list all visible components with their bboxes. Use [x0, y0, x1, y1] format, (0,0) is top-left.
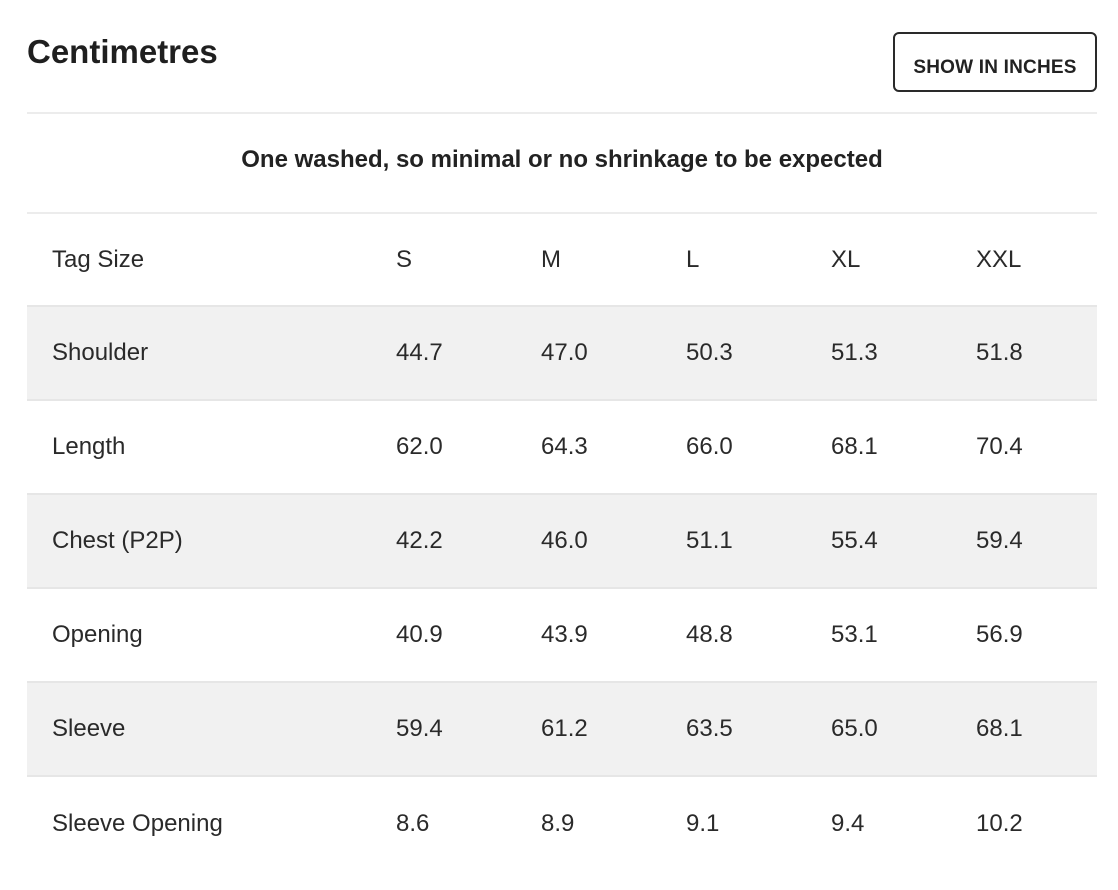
table-row-opening: Opening 40.9 43.9 48.8 53.1 56.9	[27, 588, 1097, 682]
cell-value: 8.9	[541, 809, 575, 837]
cell-value: 53.1	[831, 621, 878, 648]
size-chart-table: Tag Size S M L XL XXL Shoulder 44.7 47.0…	[27, 214, 1097, 870]
cell-value: 40.9	[396, 621, 443, 648]
cell-value: 63.5	[686, 715, 733, 742]
cell-value: 61.2	[541, 715, 588, 742]
cell-value: 44.7	[396, 339, 443, 366]
size-chart-header: Centimetres SHOW IN INCHES	[27, 0, 1097, 114]
column-header-xxl: XXL	[976, 245, 1022, 273]
cell-value: 43.9	[541, 621, 588, 648]
cell-value: 47.0	[541, 339, 588, 366]
cell-value: 65.0	[831, 715, 878, 742]
cell-value: 68.1	[831, 433, 878, 460]
cell-value: 64.3	[541, 433, 588, 460]
cell-value: 42.2	[396, 527, 443, 554]
cell-value: 51.8	[976, 339, 1023, 366]
table-row-chest: Chest (P2P) 42.2 46.0 51.1 55.4 59.4	[27, 494, 1097, 588]
column-header-xl: XL	[831, 245, 861, 273]
column-header-m: M	[541, 245, 561, 273]
cell-value: 55.4	[831, 527, 878, 554]
table-row-sleeve: Sleeve 59.4 61.2 63.5 65.0 68.1	[27, 682, 1097, 776]
cell-value: 62.0	[396, 433, 443, 460]
row-label: Chest (P2P)	[52, 527, 183, 554]
table-header-row: Tag Size S M L XL XXL	[27, 214, 1097, 306]
cell-value: 70.4	[976, 433, 1023, 460]
cell-value: 10.2	[976, 809, 1023, 837]
column-header-tag-size: Tag Size	[52, 245, 145, 273]
cell-value: 66.0	[686, 433, 733, 460]
cell-value: 59.4	[396, 715, 443, 742]
show-in-inches-button[interactable]: SHOW IN INCHES	[893, 32, 1097, 92]
row-label: Length	[52, 433, 126, 460]
cell-value: 51.3	[831, 339, 878, 366]
cell-value: 50.3	[686, 339, 733, 366]
column-header-s: S	[396, 245, 413, 273]
cell-value: 46.0	[541, 527, 588, 554]
table-row-shoulder: Shoulder 44.7 47.0 50.3 51.3 51.8	[27, 306, 1097, 400]
shrinkage-notice: One washed, so minimal or no shrinkage t…	[27, 114, 1097, 214]
row-label: Sleeve	[52, 715, 126, 742]
cell-value: 56.9	[976, 621, 1023, 648]
row-label: Opening	[52, 621, 143, 648]
cell-value: 8.6	[396, 809, 430, 837]
row-label: Sleeve Opening	[52, 809, 223, 837]
column-header-l: L	[686, 245, 700, 273]
cell-value: 48.8	[686, 621, 733, 648]
cell-value: 9.1	[686, 809, 720, 837]
cell-value: 9.4	[831, 809, 865, 837]
row-label: Shoulder	[52, 339, 149, 366]
table-row-length: Length 62.0 64.3 66.0 68.1 70.4	[27, 400, 1097, 494]
page-title: Centimetres	[27, 33, 218, 70]
cell-value: 51.1	[686, 527, 733, 554]
cell-value: 68.1	[976, 715, 1023, 742]
cell-value: 59.4	[976, 527, 1023, 554]
table-row-sleeve-opening: Sleeve Opening 8.6 8.9 9.1 9.4 10.2	[27, 776, 1097, 870]
